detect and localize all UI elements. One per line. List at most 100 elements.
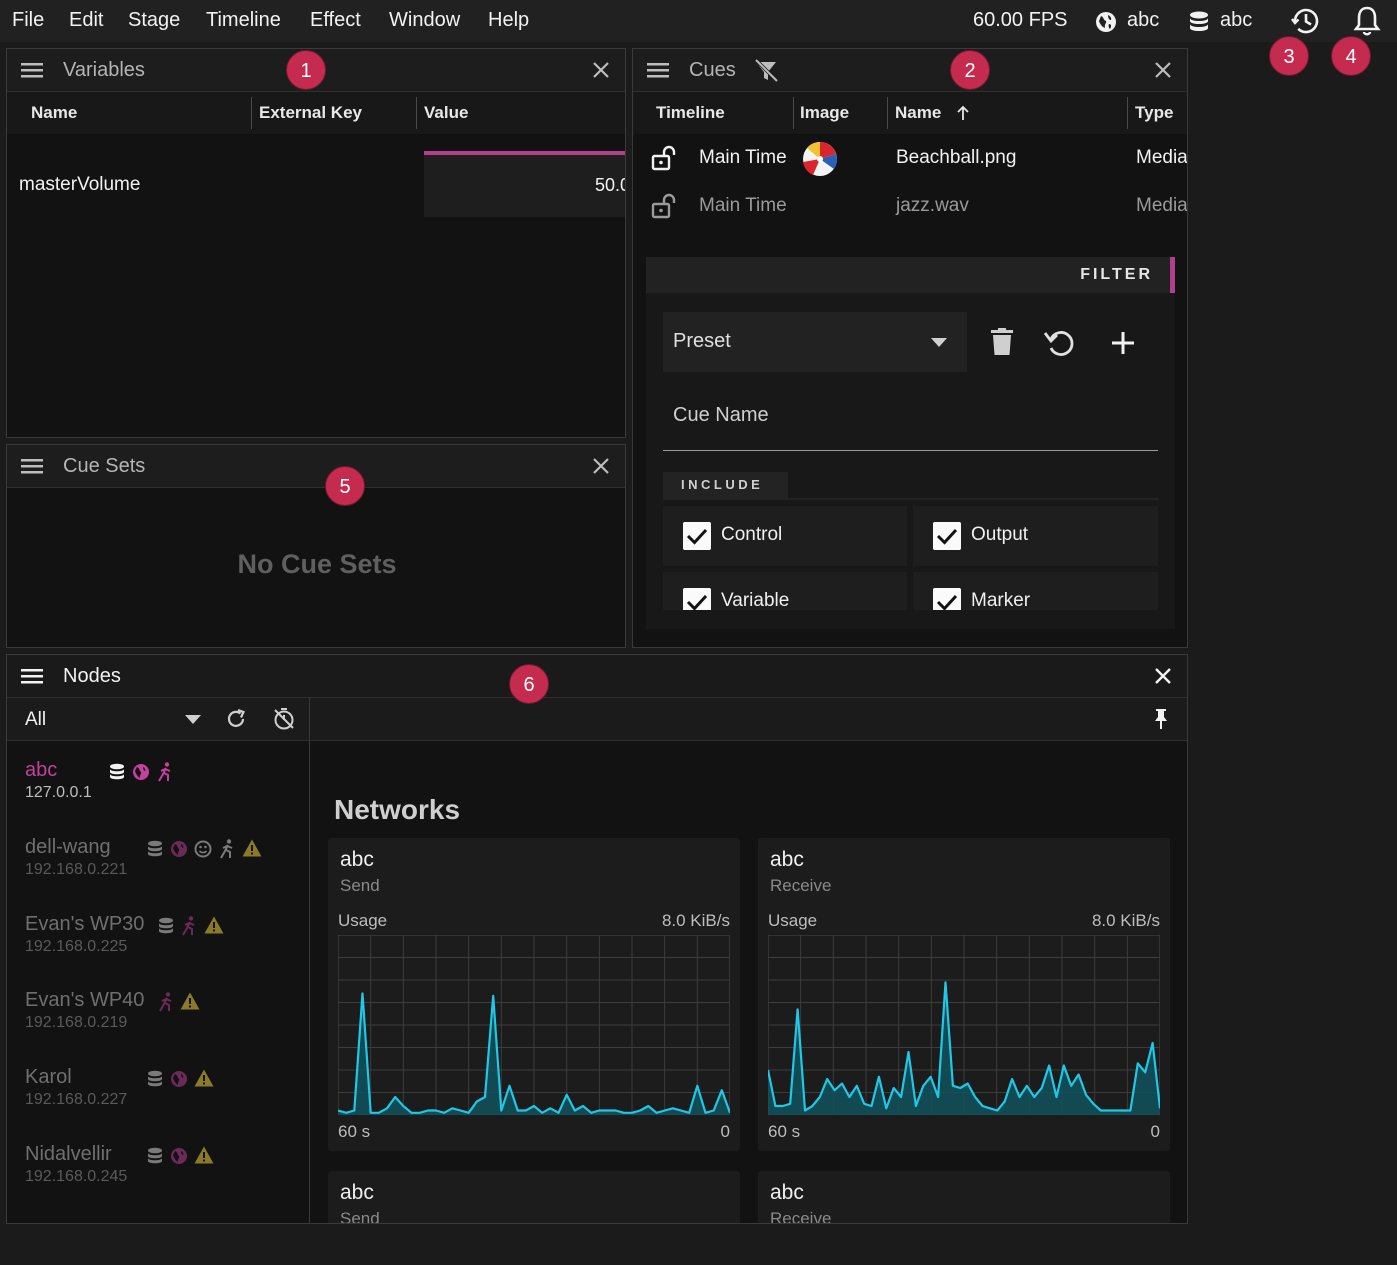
callout-badge: 5 bbox=[325, 466, 365, 506]
node-name: abc bbox=[25, 759, 58, 781]
cue-name: jazz.wav bbox=[896, 195, 969, 216]
include-marker-label: Marker bbox=[971, 590, 1031, 610]
history-icon[interactable] bbox=[1290, 5, 1322, 37]
checkbox-checked-icon[interactable] bbox=[683, 588, 711, 610]
column-header-external-key[interactable]: External Key bbox=[259, 103, 362, 122]
warning-icon bbox=[180, 992, 200, 1010]
node-ip: 192.168.0.227 bbox=[25, 1091, 128, 1108]
database-icon bbox=[148, 1147, 162, 1164]
menu-timeline[interactable]: Timeline bbox=[206, 9, 281, 31]
close-icon[interactable] bbox=[1153, 666, 1173, 686]
panel-title: Cues bbox=[689, 59, 736, 81]
network-card: abc Receive Usage 8.0 KiB/s 60 s 0 bbox=[758, 838, 1170, 1151]
column-header-timeline[interactable]: Timeline bbox=[656, 103, 725, 122]
network-card: abc Receive bbox=[758, 1171, 1170, 1223]
menu-icon[interactable] bbox=[21, 457, 43, 475]
node-filter-select[interactable]: All bbox=[7, 698, 212, 740]
unlock-icon[interactable] bbox=[651, 193, 677, 219]
sort-ascending-icon[interactable] bbox=[956, 105, 970, 121]
include-control-option[interactable]: Control bbox=[663, 506, 907, 566]
filter-header[interactable]: FILTER bbox=[646, 257, 1175, 293]
warning-icon bbox=[194, 1069, 214, 1087]
chevron-down-icon bbox=[931, 338, 947, 347]
variables-table-header: Name External Key Value bbox=[7, 92, 625, 134]
column-header-type[interactable]: Type bbox=[1135, 103, 1174, 122]
menu-icon[interactable] bbox=[21, 667, 43, 685]
preset-select[interactable]: Preset bbox=[663, 312, 967, 372]
close-icon[interactable] bbox=[1153, 60, 1173, 80]
usage-series-line bbox=[338, 992, 730, 1114]
node-filter-value: All bbox=[25, 709, 47, 730]
add-icon[interactable] bbox=[1110, 330, 1136, 356]
db-label[interactable]: abc bbox=[1220, 9, 1253, 31]
database-icon bbox=[110, 763, 124, 780]
cues-table-header: Timeline Image Name Type bbox=[633, 92, 1187, 134]
warning-icon bbox=[204, 916, 224, 934]
bell-icon[interactable] bbox=[1352, 4, 1382, 38]
include-label: INCLUDE bbox=[681, 477, 764, 492]
warning-icon bbox=[242, 839, 262, 857]
network-label[interactable]: abc bbox=[1127, 9, 1160, 31]
close-icon[interactable] bbox=[591, 60, 611, 80]
beachball-thumbnail bbox=[803, 141, 837, 176]
column-divider bbox=[1127, 97, 1128, 129]
usage-rate: 8.0 KiB/s bbox=[1091, 911, 1160, 930]
callout-badge: 2 bbox=[950, 50, 990, 90]
card-subtitle: Send bbox=[340, 1209, 380, 1223]
menu-help[interactable]: Help bbox=[488, 9, 530, 31]
chevron-down-icon bbox=[185, 715, 201, 724]
node-ip: 192.168.0.221 bbox=[25, 861, 128, 878]
unlock-icon[interactable] bbox=[651, 145, 677, 171]
section-title: Networks bbox=[334, 794, 461, 825]
menu-stage[interactable]: Stage bbox=[128, 9, 181, 31]
running-icon bbox=[182, 916, 195, 936]
menu-window[interactable]: Window bbox=[389, 9, 461, 31]
value-slider-bar bbox=[424, 151, 625, 155]
include-tab: INCLUDE bbox=[663, 472, 788, 498]
column-header-name[interactable]: Name bbox=[895, 103, 942, 122]
column-header-value[interactable]: Value bbox=[424, 103, 469, 122]
database-icon bbox=[148, 1070, 162, 1087]
include-variable-label: Variable bbox=[721, 590, 790, 610]
panel-title: Variables bbox=[63, 59, 145, 81]
menu-icon[interactable] bbox=[647, 61, 669, 79]
menu-edit[interactable]: Edit bbox=[69, 9, 104, 31]
checkbox-checked-icon[interactable] bbox=[933, 522, 961, 550]
include-output-option[interactable]: Output bbox=[913, 506, 1158, 566]
node-ip: 192.168.0.225 bbox=[25, 938, 128, 955]
usage-area-fill bbox=[768, 982, 1160, 1115]
reset-icon[interactable] bbox=[1043, 327, 1077, 359]
network-card: abc Send Usage 8.0 KiB/s 60 s 0 bbox=[328, 838, 740, 1151]
value-field[interactable]: 50.0 bbox=[424, 151, 625, 217]
globe-icon bbox=[171, 1148, 187, 1164]
checkbox-checked-icon[interactable] bbox=[933, 588, 961, 610]
checkbox-checked-icon[interactable] bbox=[683, 522, 711, 550]
x-axis-end-label: 0 bbox=[1150, 1122, 1160, 1141]
cue-type: Media bbox=[1136, 195, 1188, 216]
pin-icon[interactable] bbox=[1152, 708, 1170, 730]
card-subtitle: Receive bbox=[770, 1209, 832, 1223]
column-header-image[interactable]: Image bbox=[800, 103, 850, 122]
x-axis-end-label: 0 bbox=[720, 1122, 730, 1141]
menu-icon[interactable] bbox=[21, 61, 43, 79]
trash-icon[interactable] bbox=[991, 328, 1013, 356]
variables-panel: Variables Name External Key Value master… bbox=[6, 48, 626, 438]
running-icon bbox=[159, 992, 172, 1012]
menu-file[interactable]: File bbox=[12, 9, 45, 31]
column-header-name[interactable]: Name bbox=[31, 103, 78, 122]
include-variable-option[interactable]: Variable bbox=[663, 572, 907, 610]
globe-icon[interactable] bbox=[1094, 10, 1118, 34]
cue-type: Media bbox=[1136, 147, 1188, 168]
network-card: abc Send bbox=[328, 1171, 740, 1223]
cue-name-field[interactable]: Cue Name bbox=[663, 384, 1158, 451]
timer-off-icon[interactable] bbox=[272, 707, 296, 731]
database-icon bbox=[148, 840, 162, 857]
nodes-panel-header: Nodes bbox=[7, 655, 1187, 698]
database-icon[interactable] bbox=[1188, 10, 1210, 34]
node-ip: 192.168.0.245 bbox=[25, 1168, 128, 1185]
menu-effect[interactable]: Effect bbox=[310, 9, 361, 31]
filter-off-icon[interactable] bbox=[753, 58, 779, 84]
include-marker-option[interactable]: Marker bbox=[913, 572, 1158, 610]
close-icon[interactable] bbox=[591, 456, 611, 476]
refresh-icon[interactable] bbox=[225, 708, 247, 730]
